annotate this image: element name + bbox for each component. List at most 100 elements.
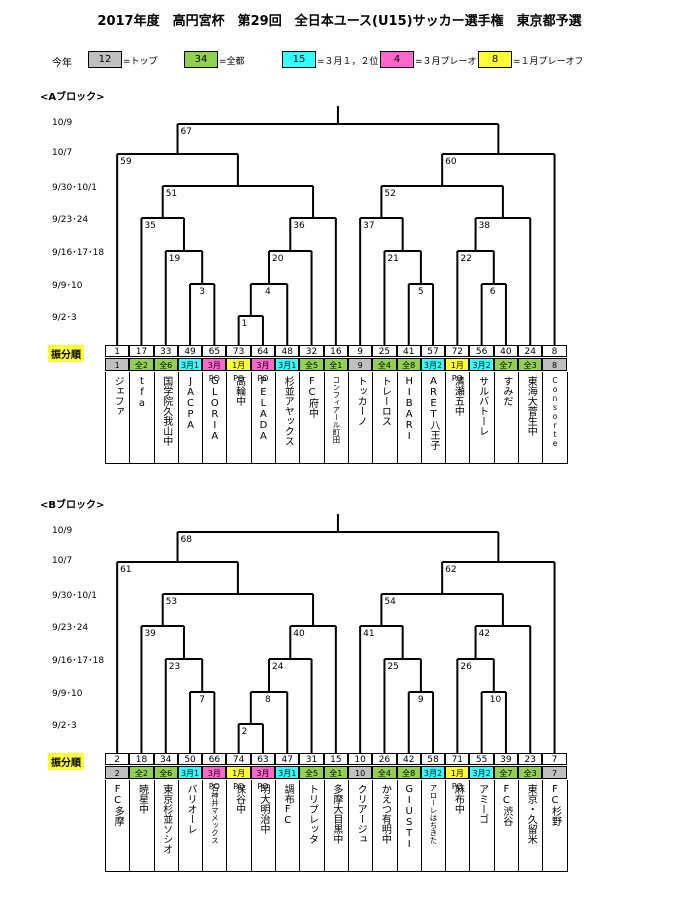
round-date-label: 9/2･3 (52, 721, 77, 731)
match-number-label: 38 (479, 221, 491, 231)
match-number-label: 19 (169, 254, 181, 264)
order-number: 26 (372, 753, 397, 765)
team-name: 多摩大目黒中 (324, 780, 349, 872)
order-number: 16 (323, 345, 348, 357)
match-number-label: 9 (418, 695, 424, 705)
team-name: 東京杉並ソシオ (154, 780, 179, 872)
order-number: 47 (275, 753, 300, 765)
team-name: アミーゴ (470, 780, 495, 872)
team-name: GLORIA (203, 372, 228, 464)
team-name: tfa (130, 372, 155, 464)
order-number: 63 (250, 753, 276, 765)
order-number: 72 (445, 345, 470, 357)
match-number-label: 6 (490, 287, 496, 297)
seed-tag: 全6 (153, 766, 178, 779)
team-row: ジェファ tfa 国学院久我山中 JACPA GLORIA 高輪中 PELADA 杉並アヤック… (105, 372, 568, 464)
legend-text: =３月プレーオフ (415, 57, 486, 67)
match-number-label: 68 (181, 535, 193, 545)
match-number-label: 21 (387, 254, 398, 264)
match-number-label: 4 (265, 287, 271, 297)
seed-tag: 全7 (493, 766, 519, 779)
team-name: サルバトーレ (470, 372, 495, 464)
round-date-label: 9/16･17･18 (52, 248, 105, 258)
match-number-label: 10 (490, 695, 502, 705)
order-number: 31 (299, 753, 324, 765)
match-number-label: 42 (479, 629, 490, 639)
legend-box: 12 (88, 51, 122, 68)
seed-tag: 3月1 (275, 358, 300, 371)
seed-tag: 3月1 (275, 766, 300, 779)
order-number: 73 (226, 345, 251, 357)
team-name: かえつ有明中 (373, 780, 398, 872)
seed-tag: 全2 (129, 766, 154, 779)
seed-tag: 3月PO (250, 766, 276, 791)
match-number-label: 24 (272, 662, 284, 672)
order-number: 1 (105, 345, 130, 357)
team-name: FC多摩 (106, 780, 131, 872)
match-number-label: 25 (387, 662, 398, 672)
legend-text: =１月プレーオフ (513, 57, 584, 67)
match-number-label: 36 (293, 221, 305, 231)
seed-tag: 3月2 (469, 358, 494, 371)
round-date-label: 9/30･10/1 (52, 183, 97, 193)
order-number: 18 (129, 753, 154, 765)
order-number: 55 (469, 753, 494, 765)
order-number: 66 (202, 753, 227, 765)
seed-tag: 全3 (518, 766, 543, 779)
order-number: 74 (226, 753, 251, 765)
round-date-label: 9/16･17･18 (52, 656, 105, 666)
seed-tag-row: 1 全2 全6 3月1 3月PO 1月PO 3月PO 3月1 全5 全1 9 全4 全8 3月2 1月PO 3… (105, 358, 567, 383)
match-number-label: 3 (199, 287, 205, 297)
team-name: ジェファ (106, 372, 131, 464)
order-number: 50 (177, 753, 203, 765)
team-name: トッカーノ (348, 372, 374, 464)
team-name: トリプレッタ (300, 780, 325, 872)
match-number-label: 26 (460, 662, 472, 672)
seed-tag: 3月1 (177, 766, 203, 779)
match-number-label: 35 (144, 221, 155, 231)
legend-box: 34 (184, 51, 218, 68)
seed-tag: 全1 (323, 766, 348, 779)
team-name: FC府中 (300, 372, 325, 464)
round-date-label: 10/9 (52, 526, 73, 536)
match-number-label: 8 (265, 695, 271, 705)
team-name: アローレはちきた (421, 780, 447, 872)
team-name: トレーロス (373, 372, 398, 464)
page-title: 2017年度 高円宮杯 第29回 全日本ユース(U15)サッカー選手権 東京都予… (97, 14, 582, 29)
order-number: 10 (347, 753, 373, 765)
legend-box: 4 (380, 51, 414, 68)
order-header: 振分順 (48, 345, 84, 362)
team-name: 暁星中 (130, 780, 155, 872)
team-name: HIBARI (397, 372, 422, 464)
seed-tag: 3月1 (177, 358, 203, 371)
order-number: 32 (299, 345, 324, 357)
team-name: コンフィアール町田 (324, 372, 349, 464)
seed-tag: 2 (105, 766, 130, 779)
order-number: 64 (250, 345, 276, 357)
order-number: 33 (153, 345, 178, 357)
team-name: 杉並アヤックス (276, 372, 301, 464)
seed-tag: 7 (542, 766, 567, 779)
match-number-label: 60 (445, 157, 457, 167)
team-name: すみだ (494, 372, 520, 464)
seed-tag: 8 (542, 358, 567, 371)
team-name: 東京・久留米 (519, 780, 544, 872)
team-name: 保谷中 (227, 780, 252, 872)
order-number: 23 (518, 753, 543, 765)
match-number-label: 51 (166, 189, 177, 199)
order-number: 49 (177, 345, 203, 357)
seed-tag: 全6 (153, 358, 178, 371)
block-title: <Bブロック> (40, 500, 105, 511)
seed-tag: 1 (105, 358, 130, 371)
order-number: 57 (420, 345, 446, 357)
order-number: 42 (396, 753, 421, 765)
match-number-label: 53 (166, 597, 177, 607)
legend-text: =全都 (219, 57, 245, 67)
seed-tag-row: 2 全2 全6 3月1 3月PO 1月PO 3月PO 3月1 全5 全1 10 全4 全8 3月2 1月PO… (105, 766, 567, 791)
order-number: 25 (372, 345, 397, 357)
round-date-label: 9/9･10 (52, 281, 83, 291)
match-number-label: 39 (144, 629, 156, 639)
match-number-label: 23 (169, 662, 180, 672)
match-number-label: 20 (272, 254, 284, 264)
